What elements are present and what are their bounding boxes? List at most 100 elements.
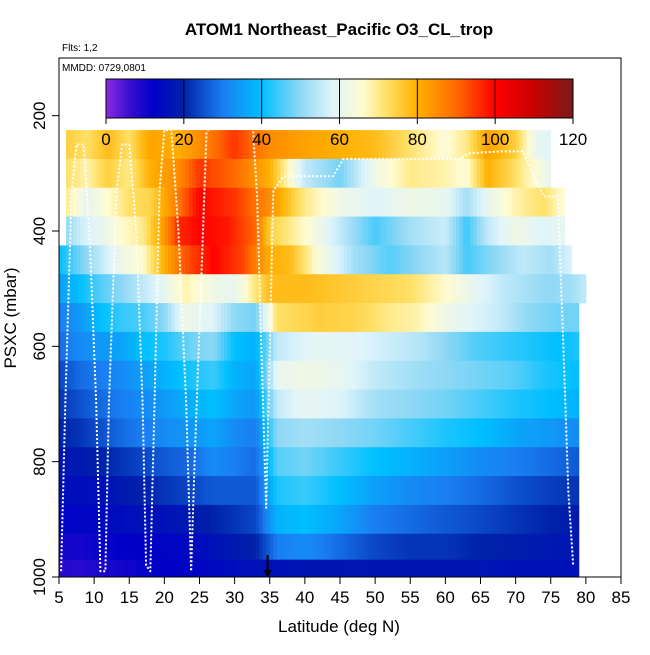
heatmap-cell [90,360,95,390]
heatmap-cell [378,274,383,304]
heatmap-cell [108,447,113,477]
heatmap-cell [526,447,531,477]
heatmap-cell [375,245,380,275]
heatmap-cell [452,303,457,333]
heatmap-cell [347,158,351,189]
heatmap-cell [354,418,358,448]
heatmap-cell [167,447,172,477]
heatmap-cell [561,447,566,477]
heatmap-cell [332,274,337,304]
heatmap-cell [66,187,70,217]
heatmap-cell [206,130,211,160]
heatmap-cell [329,187,334,217]
heatmap-cell [498,476,502,506]
heatmap-cell [150,559,155,577]
heatmap-cell [125,360,130,390]
heatmap-cell [160,389,165,419]
heatmap-cell [445,533,450,561]
heatmap-cell [269,476,274,506]
heatmap-cell [448,158,453,189]
heatmap-cell [66,418,70,448]
heatmap-cell [375,447,380,477]
heatmap-cell [375,533,380,561]
heatmap-cell [125,187,130,217]
heatmap-cell [375,158,380,189]
heatmap-cell [171,216,176,246]
heatmap-cell [361,158,365,189]
heatmap-cell [340,130,344,160]
heatmap-cell [336,533,341,561]
heatmap-cell [568,447,573,477]
heatmap-cell [441,447,446,477]
heatmap-cell [498,274,502,304]
heatmap-cell [329,559,334,577]
heatmap-cell [427,130,432,160]
heatmap-cell [417,447,422,477]
heatmap-cell [522,303,527,333]
heatmap-cell [466,504,471,535]
heatmap-cell [564,331,569,362]
heatmap-cell [522,187,527,217]
heatmap-cell [469,216,474,246]
heatmap-cell [336,559,341,577]
heatmap-cell [192,504,197,535]
heatmap-cell [533,158,538,189]
heatmap-cell [304,187,309,217]
heatmap-cell [515,418,520,448]
heatmap-cell [484,130,488,160]
heatmap-cell [97,447,102,477]
heatmap-cell [287,303,292,333]
heatmap-cell [473,303,478,333]
heatmap-cell [311,187,316,217]
heatmap-cell [104,303,109,333]
heatmap-cell [195,504,200,535]
heatmap-cell [150,360,155,390]
heatmap-cell [325,274,330,304]
heatmap-cell [508,187,513,217]
heatmap-cell [427,216,432,246]
heatmap-cell [417,533,422,561]
heatmap-cell [417,130,422,160]
x-tick-label: 5 [54,588,63,607]
heatmap-cell [290,158,295,189]
x-tick-label: 80 [576,588,595,607]
heatmap-cell [308,533,313,561]
heatmap-cell [104,130,109,160]
heatmap-cell [399,187,404,217]
heatmap-cell [515,533,520,561]
heatmap-cell [167,245,172,275]
heatmap-cell [340,216,344,246]
heatmap-cell [80,245,84,275]
heatmap-cell [101,360,106,390]
heatmap-cell [213,331,218,362]
heatmap-cell [259,533,264,561]
heatmap-cell [459,331,464,362]
heatmap-cell [66,130,70,160]
heatmap-cell [571,303,576,333]
heatmap-cell [561,418,566,448]
heatmap-cell [329,476,334,506]
heatmap-cell [245,504,250,535]
heatmap-cell [396,187,401,217]
heatmap-cell [269,559,274,577]
heatmap-cell [255,303,260,333]
heatmap-cell [536,274,541,304]
heatmap-cell [87,504,92,535]
heatmap-cell [375,187,380,217]
heatmap-cell [108,303,113,333]
heatmap-cell [188,245,193,275]
heatmap-cell [557,447,562,477]
heatmap-cell [80,303,84,333]
heatmap-cell [543,476,548,506]
heatmap-cell [90,245,95,275]
x-tick-label: 60 [436,588,455,607]
heatmap-cell [203,331,207,362]
heatmap-cell [115,533,120,561]
heatmap-cell [273,187,278,217]
heatmap-cell [403,533,408,561]
heatmap-cell [97,476,102,506]
date-label: MMDD: 0729,0801 [62,63,146,74]
x-tick-label: 65 [471,588,490,607]
heatmap-cell [181,533,186,561]
heatmap-cell [273,559,278,577]
